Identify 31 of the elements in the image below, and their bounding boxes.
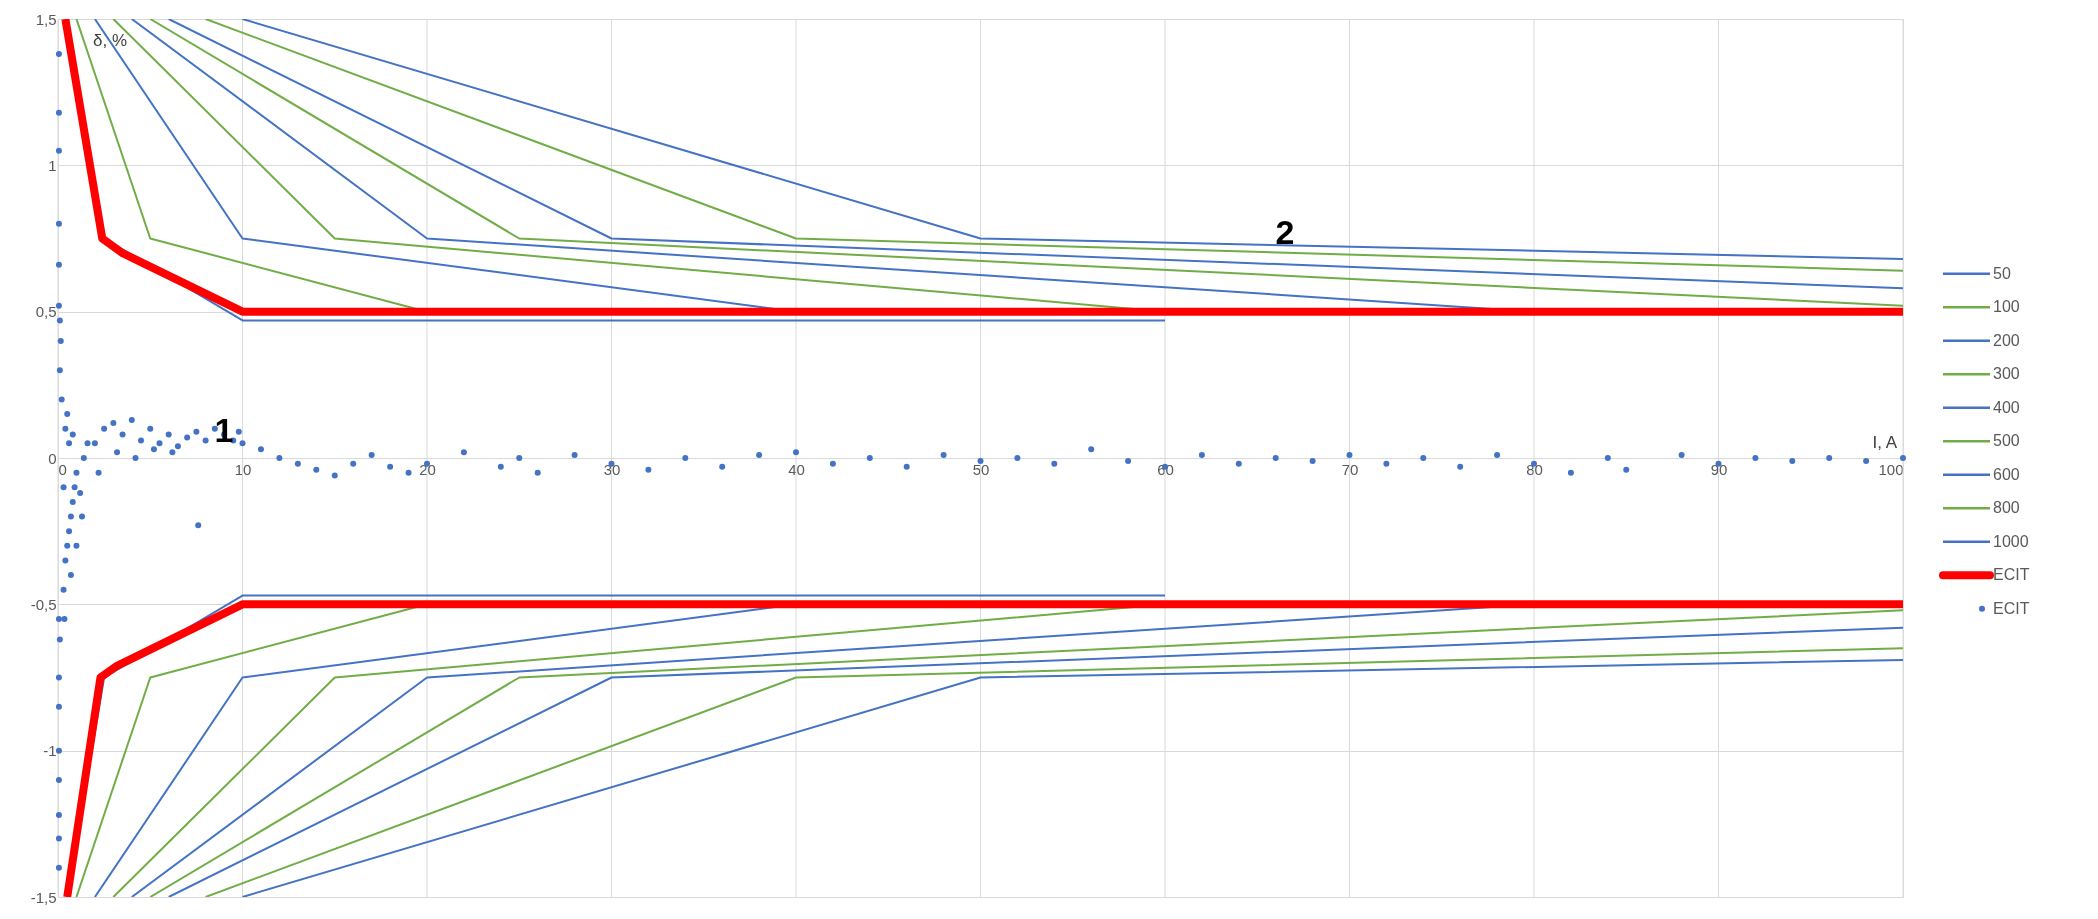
legend-label: 50 [1993,264,2011,282]
x-tick-label: 10 [234,460,252,478]
x-axis-title: I, A [1872,433,1898,452]
y-tick-label: 1,5 [35,10,57,28]
annotation: 1 [214,410,234,449]
y-axis-title: δ, % [93,31,128,50]
legend-label: 1000 [1993,532,2029,550]
legend-label: 600 [1993,465,2020,483]
y-tick-label: 0 [48,449,57,467]
x-tick-label: 20 [419,460,436,478]
legend-label: 800 [1993,499,2020,517]
legend-label: 300 [1993,365,2020,383]
legend-label: ECIT [1993,599,2030,617]
legend-label: 100 [1993,298,2020,316]
y-tick-label: 0,5 [35,303,57,321]
y-tick-label: 1 [48,156,57,174]
y-tick-label: -0,5 [30,595,57,613]
x-tick-label: 100 [1878,460,1904,478]
y-tick-label: -1,5 [30,888,57,906]
legend-label: 200 [1993,331,2020,349]
x-tick-label: 40 [788,460,805,478]
x-tick-label: 70 [1341,460,1359,478]
x-tick-label: 90 [1710,460,1728,478]
legend-label: ECIT [1993,566,2030,584]
x-tick-label: 80 [1526,460,1543,478]
x-tick-label: 30 [603,460,621,478]
legend-label: 400 [1993,398,2020,416]
annotation: 2 [1275,213,1295,252]
legend-label: 500 [1993,432,2020,450]
y-tick-label: -1 [43,742,57,760]
x-tick-label: 50 [972,460,990,478]
